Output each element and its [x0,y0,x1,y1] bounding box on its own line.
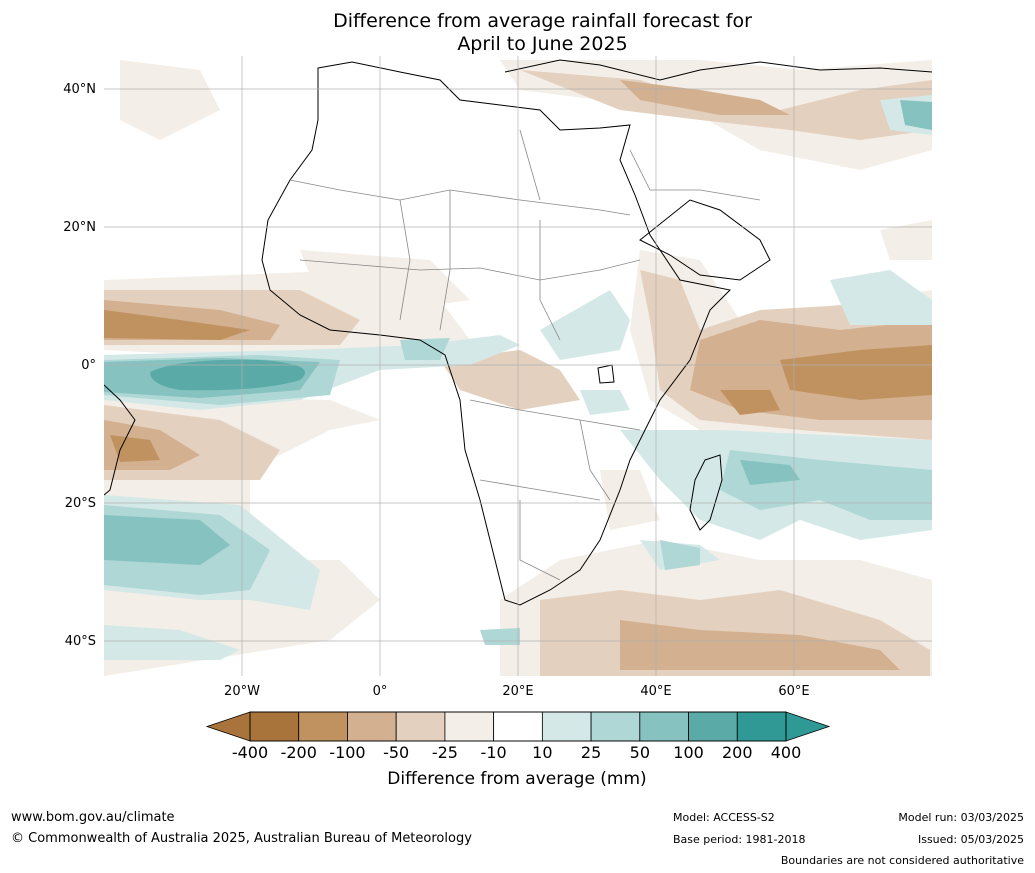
colorbar-tick-label: 100 [673,743,704,762]
footer-base-period: Base period: 1981-2018 [673,833,806,846]
footer-url: www.bom.gov.au/climate [11,810,175,825]
colorbar-tick-label: -200 [280,743,317,762]
colorbar-tick-label: 10 [532,743,553,762]
colorbar-segment [347,711,397,742]
lon-label-40e: 40°E [640,684,672,699]
map-title-line1: Difference from average rainfall forecas… [333,10,752,32]
colorbar-tick-label: -100 [329,743,366,762]
colorbar-segment [493,711,543,742]
lat-label-40n: 40°N [63,82,96,97]
colorbar-tick-label: -400 [231,743,269,762]
colorbar-segment [249,711,300,742]
colorbar-tick-label: -10 [480,743,507,762]
colorbar-segment [639,711,689,742]
colorbar-tick-label: -25 [431,743,458,762]
colorbar-segment [541,711,592,742]
colorbar-segment [590,711,641,742]
colorbar-segment [444,711,495,742]
colorbar-tick-label: 25 [580,743,602,762]
graticule [104,56,932,676]
footer-model: Model: ACCESS-S2 [673,811,775,824]
anomaly-very-strong-dry [104,310,932,462]
country-borders [289,129,761,581]
colorbar-tick-label: 50 [629,743,650,762]
footer-issued: Issued: 05/03/2025 [917,833,1024,846]
lat-label-20n: 20°N [63,220,96,235]
lon-label-20e: 20°E [502,684,534,699]
colorbar-segment [395,711,446,742]
lat-label-20s: 20°S [64,496,96,511]
colorbar-tick-label: 200 [721,743,753,762]
colorbar-segment [298,711,348,742]
colorbar-segment [736,711,787,742]
footer-disclaimer: Boundaries are not considered authoritat… [780,854,1024,867]
colorbar-tick-label: -50 [383,743,410,762]
lat-label-40s: 40°S [64,634,96,649]
colorbar-tick-label: 400 [770,743,802,762]
colorbar-low-extension [205,711,251,742]
coastlines [104,59,932,606]
colorbar [205,711,831,742]
lon-label-0: 0° [372,684,388,699]
footer-copyright: © Commonwealth of Australia 2025, Austra… [11,831,472,846]
anomaly-very-strong-wet [150,359,305,391]
lon-label-60e: 60°E [778,684,810,699]
lon-label-20w: 20°W [224,684,260,699]
lat-label-0: 0° [81,358,96,373]
map-title-line2: April to June 2025 [457,33,628,55]
footer-model-run: Model run: 03/03/2025 [898,811,1024,824]
colorbar-segment [688,711,738,742]
colorbar-title: Difference from average (mm) [387,769,647,789]
colorbar-high-extension [785,711,831,742]
